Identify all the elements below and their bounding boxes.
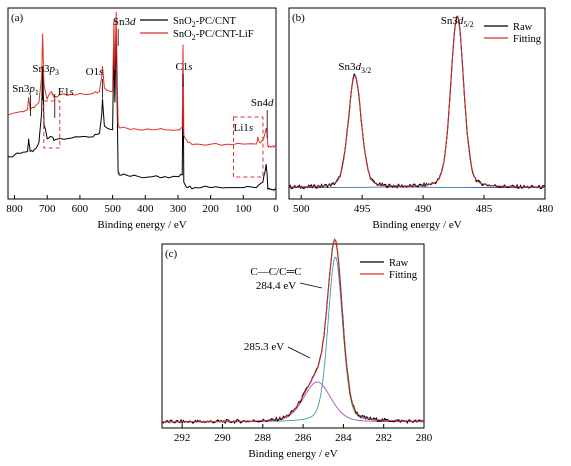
component-peak-curve [289,75,545,188]
annotation-sn3p1-part: 1 [35,88,39,97]
component-peak-curve [289,15,545,188]
legend-label: Fitting [389,270,418,281]
legend-label-part: -PC/CNT-LiF [196,29,254,40]
x-tick-label: 500 [293,203,310,215]
annotation-li1s-part: s [249,122,253,134]
legend-label: SnO2-PC/CNT-LiF [173,29,254,42]
annotation-sn3d: Sn3d [113,16,136,28]
annotation-sn4d: Sn4d [251,97,274,109]
x-axis-label: Binding energy / eV [97,219,186,231]
x-tick-label: 100 [235,203,252,215]
x-tick-label: 495 [354,203,371,215]
x-tick-label: 700 [39,203,56,215]
annotation-li1s: Li1s [234,122,254,134]
annotation-c1s-part: s [188,61,192,73]
annotation-f1s: F1s [58,86,74,98]
x-tick-label: 200 [202,203,219,215]
plot-frame [7,7,277,200]
annotation-sn3d3-2: Sn3d3/2 [338,61,371,75]
annotation-sn3d5-2-part: 5/2 [463,20,473,29]
legend-label-part: 2 [192,33,196,42]
annotation-sn3d-part: d [130,16,136,28]
panel-label: (c) [165,248,178,260]
annotation-bond-type: C—C/C═C [250,266,301,278]
x-tick-label: 280 [416,432,433,444]
legend-label-part: SnO [173,16,192,27]
x-tick-label: 490 [415,203,432,215]
legend-label-part: -PC/CNT [196,16,237,27]
x-tick-label: 400 [137,203,154,215]
panel-label: (b) [292,12,305,24]
fitting-line [162,238,424,423]
panel-a-survey-spectrum: 800 700 600 500 400 300 200 100 0 Binding energy … [6,7,279,231]
annotation-sn3p1: Sn3p1 [12,83,39,97]
annotation-c1s: C1s [175,61,192,73]
annotation-sn3d5-2: Sn3d5/2 [441,15,474,29]
annotation-sn3d-part: Sn3 [113,16,131,28]
x-tick-label: 480 [537,203,554,215]
x-tick-label: 292 [174,432,191,444]
legend-label: SnO2-PC/CNT [173,16,237,29]
annotation-sn3d3-2-part: Sn3 [338,61,356,73]
annotation-o1s: O1s [86,66,104,78]
panel-b-sn3d-spectrum: 500 495 490 485 480 Binding energy / eV (b) Raw… [288,7,554,231]
annotation-sn3p3: Sn3p3 [32,63,59,77]
x-axis-label: Binding energy / eV [372,219,461,231]
annotation-sn3p1-part: p [28,83,35,95]
plot-frame [288,7,546,200]
component-peak-curve [162,381,424,423]
x-axis-label: Binding energy / eV [248,448,337,460]
annotation-sn3p1-part: Sn3 [12,83,30,95]
annotation-sn3d3-2-part: 3/2 [361,66,371,75]
x-tick-label: 282 [375,432,392,444]
legend-label: Raw [389,258,409,269]
li1s-highlight-box [233,116,264,178]
x-tick-label: 286 [295,432,312,444]
legend-label: Fitting [513,34,542,45]
annotation-peak-285-3: 285.3 eV [244,341,284,353]
x-tick-label: 500 [104,203,121,215]
x-tick-label: 290 [214,432,231,444]
annotation-arrow [287,346,311,359]
series-line-sno2-pc-cnt-lif [7,11,277,149]
x-tick-label: 0 [273,203,279,215]
annotation-f1s-part: F1 [58,86,70,98]
x-tick-label: 284 [335,432,352,444]
annotation-peak-284-4: 284.4 eV [256,280,296,292]
annotation-c1s-part: C1 [175,61,188,73]
fitting-line [289,15,545,188]
panel-c-c1s-spectrum: 292 290 288 286 284 282 280 Binding energy / eV… [161,238,433,460]
annotation-sn3d5-2-part: Sn3 [441,15,459,27]
annotation-sn3d5-2-part: d [458,15,464,27]
annotation-sn4d-part: d [268,97,274,109]
annotation-o1s-part: s [99,66,103,78]
annotation-o1s-part: O1 [86,66,99,78]
series-line-sno2-pc-cnt [7,30,277,192]
annotation-f1s-part: s [69,86,73,98]
annotation-sn3p3-part: p [48,63,55,75]
annotation-li1s-part: Li1 [234,122,249,134]
x-tick-label: 485 [476,203,493,215]
plot-frame [161,243,425,429]
legend-label-part: 2 [192,20,196,29]
x-tick-label: 600 [72,203,89,215]
annotation-sn3d3-2-part: d [356,61,362,73]
x-tick-label: 800 [6,203,23,215]
annotation-sn4d-part: Sn4 [251,97,269,109]
x-tick-label: 300 [170,203,187,215]
annotation-sn3p3-part: 3 [55,68,59,77]
panel-label: (a) [11,12,24,24]
f1s-highlight-box [43,100,61,149]
raw-data-line [288,15,546,190]
legend-label: Raw [513,22,533,33]
annotation-arrow [299,282,323,289]
annotation-sn3p3-part: Sn3 [32,63,50,75]
legend-label-part: SnO [173,29,192,40]
x-tick-label: 288 [255,432,272,444]
